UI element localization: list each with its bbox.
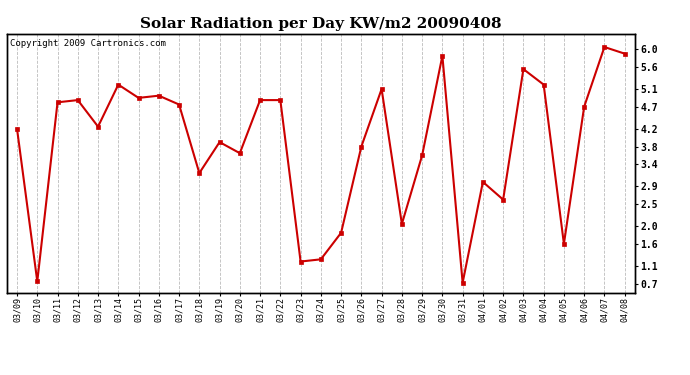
Title: Solar Radiation per Day KW/m2 20090408: Solar Radiation per Day KW/m2 20090408 [140,17,502,31]
Text: Copyright 2009 Cartronics.com: Copyright 2009 Cartronics.com [10,39,166,48]
